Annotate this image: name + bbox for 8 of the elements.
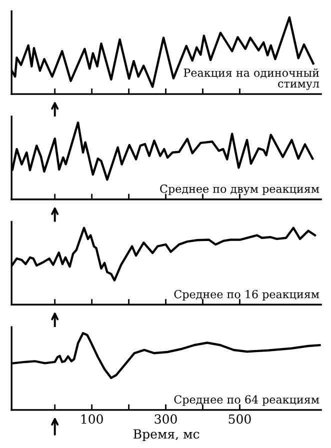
x-tick-label: 100 — [81, 414, 103, 424]
x-axis-title: Время, мс — [134, 429, 200, 442]
annotation: Реакция на одиночный стимул — [184, 68, 320, 90]
annotation: Среднее по двум реакциям — [160, 184, 320, 196]
annotation: Среднее по 16 реакциям — [174, 290, 320, 300]
x-tick-label: 500 — [228, 414, 251, 424]
annotation: Среднее по 64 реакциям — [174, 395, 320, 406]
x-tick-label: 300 — [154, 414, 177, 424]
